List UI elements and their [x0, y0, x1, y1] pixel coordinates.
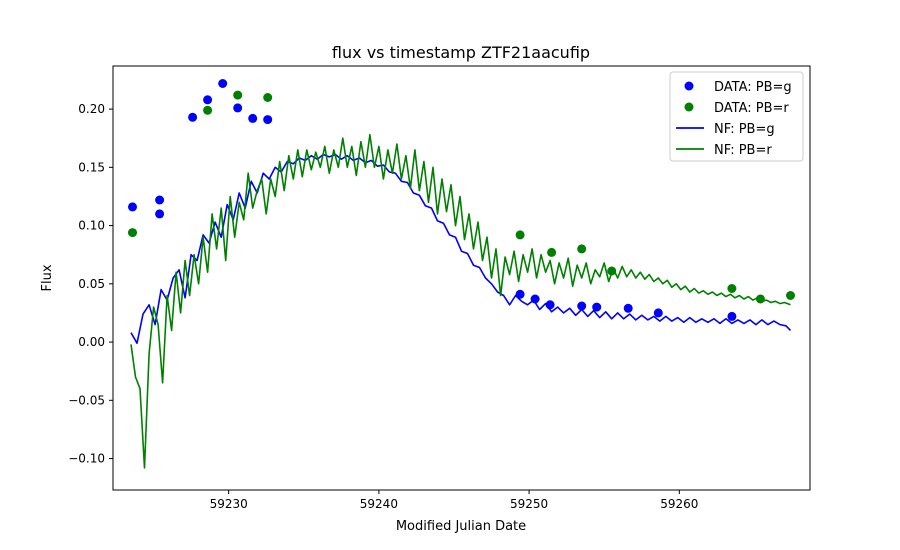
data-point-g — [155, 195, 165, 205]
data-point-g — [128, 202, 137, 212]
y-tick-label: −0.10 — [68, 452, 105, 466]
x-axis: 59230 59240 59250 59260 — [210, 490, 698, 511]
legend-marker — [684, 81, 694, 91]
data-point-g — [515, 289, 525, 299]
legend-label: DATA: PB=r — [714, 101, 789, 116]
data-point-g — [248, 113, 258, 123]
data-point-r — [128, 228, 137, 238]
data-point-r — [515, 230, 525, 240]
data-point-r — [755, 294, 765, 304]
legend: DATA: PB=g DATA: PB=r NF: PB=g NF: PB=r — [669, 71, 804, 162]
y-tick-label: 0.10 — [78, 219, 105, 233]
data-point-g — [653, 308, 663, 318]
legend-marker — [684, 102, 694, 112]
data-point-g — [218, 79, 228, 88]
data-point-g — [592, 302, 602, 312]
fit-line-r — [130, 133, 791, 469]
data-point-g — [623, 303, 633, 313]
data-point-g — [188, 112, 198, 122]
legend-label: DATA: PB=g — [714, 80, 792, 95]
x-tick-label: 59250 — [510, 497, 548, 511]
data-point-g — [727, 311, 737, 321]
data-point-g — [155, 209, 165, 219]
y-tick-label: −0.05 — [68, 393, 105, 407]
x-axis-label: Modified Julian Date — [396, 519, 526, 534]
data-point-r — [233, 90, 243, 100]
data-point-g — [233, 103, 243, 113]
legend-label: NF: PB=r — [714, 143, 772, 158]
y-tick-label: 0.05 — [78, 277, 105, 291]
data-point-g — [545, 300, 555, 310]
data-point-g — [577, 301, 587, 311]
data-point-g — [263, 115, 273, 125]
data-point-r — [577, 244, 587, 254]
legend-box — [669, 71, 804, 162]
data-point-r — [263, 93, 273, 102]
data-point-r — [727, 284, 737, 293]
legend-label: NF: PB=g — [714, 122, 775, 137]
y-tick-label: 0.20 — [78, 102, 105, 116]
x-tick-label: 59240 — [360, 497, 398, 511]
chart-title: flux vs timestamp ZTF21aacufip — [332, 43, 590, 62]
x-tick-label: 59230 — [210, 497, 248, 511]
data-point-r — [203, 105, 213, 115]
y-tick-label: 0.15 — [78, 160, 105, 174]
data-points — [128, 79, 795, 321]
data-point-r — [547, 247, 557, 257]
y-tick-label: 0.00 — [78, 335, 105, 349]
data-point-g — [530, 294, 540, 304]
y-axis-label: Flux — [40, 264, 55, 291]
y-axis: −0.10 −0.05 0.00 0.05 0.10 0.15 0.20 — [68, 102, 113, 466]
fit-lines — [130, 133, 792, 469]
fit-line-g — [130, 153, 792, 345]
plot-area — [112, 65, 811, 491]
x-tick-label: 59260 — [660, 497, 698, 511]
data-point-r — [786, 291, 795, 300]
data-point-g — [203, 95, 213, 105]
data-point-r — [607, 266, 617, 276]
